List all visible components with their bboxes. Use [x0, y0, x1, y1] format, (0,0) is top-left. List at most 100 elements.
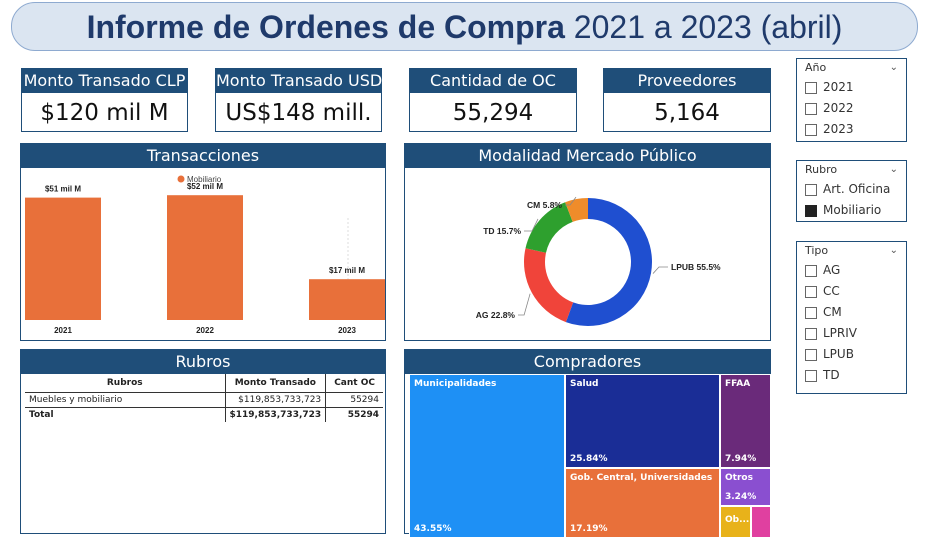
slicer-rubro: Rubro ⌄ Art. Oficina Mobiliario: [796, 160, 907, 222]
compradores-panel: Compradores Municipalidades 43.55% Salud…: [404, 349, 771, 538]
panel-title: Transacciones: [21, 144, 385, 168]
treemap-cell-municipalidades[interactable]: Municipalidades 43.55%: [409, 374, 565, 538]
slicer-title: Año ⌄: [797, 59, 906, 77]
data-label: $51 mil M: [45, 185, 81, 194]
treemap-cell-gob-central[interactable]: Gob. Central, Universidades 17.19%: [565, 468, 720, 538]
checkbox-icon[interactable]: [805, 123, 817, 136]
table-row[interactable]: Muebles y mobiliario $119,853,733,723 55…: [25, 392, 383, 408]
modalidad-donut-chart: LPUB 55.5% AG 22.8% TD 15.7% CM 5.8%: [476, 196, 721, 326]
checkbox-icon[interactable]: [805, 81, 817, 94]
chevron-down-icon[interactable]: ⌄: [889, 245, 898, 256]
treemap-label: Otros: [725, 473, 753, 483]
treemap-cell-salud[interactable]: Salud 25.84%: [565, 374, 720, 468]
checkbox-icon[interactable]: [805, 183, 817, 196]
checkbox-icon[interactable]: [805, 327, 817, 340]
x-tick-label: 2021: [54, 326, 72, 335]
cell-total-cant: 55294: [325, 407, 383, 422]
rubros-panel: Rubros Rubros Monto Transado Cant OC Mue…: [20, 349, 386, 534]
column-header[interactable]: Monto Transado: [224, 374, 326, 393]
panel-title: Modalidad Mercado Público: [405, 144, 770, 168]
cell-monto: $119,853,733,723: [224, 392, 326, 408]
slicer-item-label: 2022: [823, 101, 854, 115]
slice-ag[interactable]: [524, 248, 574, 323]
bar-2022[interactable]: [167, 195, 243, 320]
bar-2021[interactable]: [25, 197, 101, 320]
column-header[interactable]: Rubros: [25, 374, 225, 393]
compradores-treemap: Municipalidades 43.55% Salud 25.84% Gob.…: [409, 374, 771, 538]
slicer-title: Tipo ⌄: [797, 242, 906, 260]
slicer-item-cc[interactable]: CC: [797, 281, 906, 302]
cell-total-label: Total: [25, 407, 225, 422]
slicer-item-2022[interactable]: 2022: [797, 98, 906, 119]
x-tick-label: 2023: [338, 326, 356, 335]
treemap-pct: 7.94%: [725, 454, 757, 464]
slicer-item-2023[interactable]: 2023: [797, 119, 906, 140]
leader-line: [518, 293, 531, 316]
slicer-item-label: Mobiliario: [823, 203, 882, 217]
data-label: $52 mil M: [187, 182, 223, 191]
legend-label: Mobiliario: [187, 175, 222, 184]
slicer-item-art-oficina[interactable]: Art. Oficina: [797, 179, 906, 200]
slicer-title-text: Rubro: [805, 163, 838, 176]
treemap-cell-ffaa[interactable]: FFAA 7.94%: [720, 374, 771, 468]
slicer-item-2021[interactable]: 2021: [797, 77, 906, 98]
slicer-title: Rubro ⌄: [797, 161, 906, 179]
slicer-item-label: CM: [823, 305, 842, 319]
kpi-label: Monto Transado USD: [216, 69, 382, 93]
checkbox-icon[interactable]: [805, 306, 817, 319]
leader-line: [565, 196, 577, 206]
chevron-down-icon[interactable]: ⌄: [889, 164, 898, 175]
kpi-value: $120 mil M: [40, 100, 169, 126]
slice-lpub[interactable]: [565, 198, 652, 326]
slicer-item-lpub[interactable]: LPUB: [797, 344, 906, 365]
slice-td[interactable]: [525, 202, 573, 253]
treemap-cell-small[interactable]: [751, 506, 771, 538]
treemap-pct: 25.84%: [570, 454, 608, 464]
checkbox-icon[interactable]: [805, 102, 817, 115]
slicer-item-label: LPRIV: [823, 326, 858, 340]
chevron-down-icon[interactable]: ⌄: [889, 62, 898, 73]
bar-2023[interactable]: [309, 279, 385, 320]
kpi-label: Proveedores: [604, 69, 770, 93]
checkbox-icon[interactable]: [805, 285, 817, 298]
cell-rubro: Muebles y mobiliario: [29, 395, 123, 405]
slice-label: LPUB 55.5%: [671, 262, 721, 272]
slicer-item-label: Art. Oficina: [823, 182, 891, 196]
leader-line: [524, 218, 539, 232]
report-title-bold: Informe de Ordenes de Compra: [86, 9, 565, 45]
treemap-cell-otros[interactable]: Otros 3.24%: [720, 468, 771, 506]
kpi-value: 55,294: [452, 100, 534, 126]
treemap-label: Municipalidades: [414, 379, 497, 389]
treemap-label: FFAA: [725, 379, 751, 389]
checkbox-icon[interactable]: [805, 369, 817, 382]
slicer-item-lpriv[interactable]: LPRIV: [797, 323, 906, 344]
legend-marker: [177, 175, 185, 183]
kpi-value: 5,164: [654, 100, 720, 126]
slicer-item-cm[interactable]: CM: [797, 302, 906, 323]
slicer-item-label: 2023: [823, 122, 854, 136]
slicer-title-text: Año: [805, 61, 827, 74]
checkbox-icon[interactable]: [805, 348, 817, 361]
slicer-item-label: AG: [823, 263, 841, 277]
slice-label: AG 22.8%: [476, 310, 516, 320]
slicer-title-text: Tipo: [805, 244, 829, 257]
kpi-label: Cantidad de OC: [410, 69, 576, 93]
kpi-proveedores: Proveedores 5,164: [603, 68, 771, 132]
checkbox-checked-icon[interactable]: [805, 204, 817, 217]
slicer-item-mobiliario[interactable]: Mobiliario: [797, 200, 906, 221]
cell-cant: 55294: [325, 392, 383, 408]
treemap-cell-ob[interactable]: Ob...: [720, 506, 751, 538]
slicer-item-ag[interactable]: AG: [797, 260, 906, 281]
checkbox-icon[interactable]: [805, 264, 817, 277]
slicer-item-td[interactable]: TD: [797, 365, 906, 386]
slice-label: TD 15.7%: [483, 226, 521, 236]
report-title-period: 2021 a 2023 (abril): [573, 9, 843, 45]
kpi-value: US$148 mill.: [225, 100, 372, 126]
treemap-pct: 3.24%: [725, 492, 757, 502]
slice-label: CM 5.8%: [527, 200, 562, 210]
legend-item[interactable]: Mobiliario: [177, 175, 222, 184]
column-header[interactable]: Cant OC: [325, 374, 383, 393]
treemap-label: Ob...: [725, 515, 750, 525]
leader-line: [652, 266, 668, 274]
